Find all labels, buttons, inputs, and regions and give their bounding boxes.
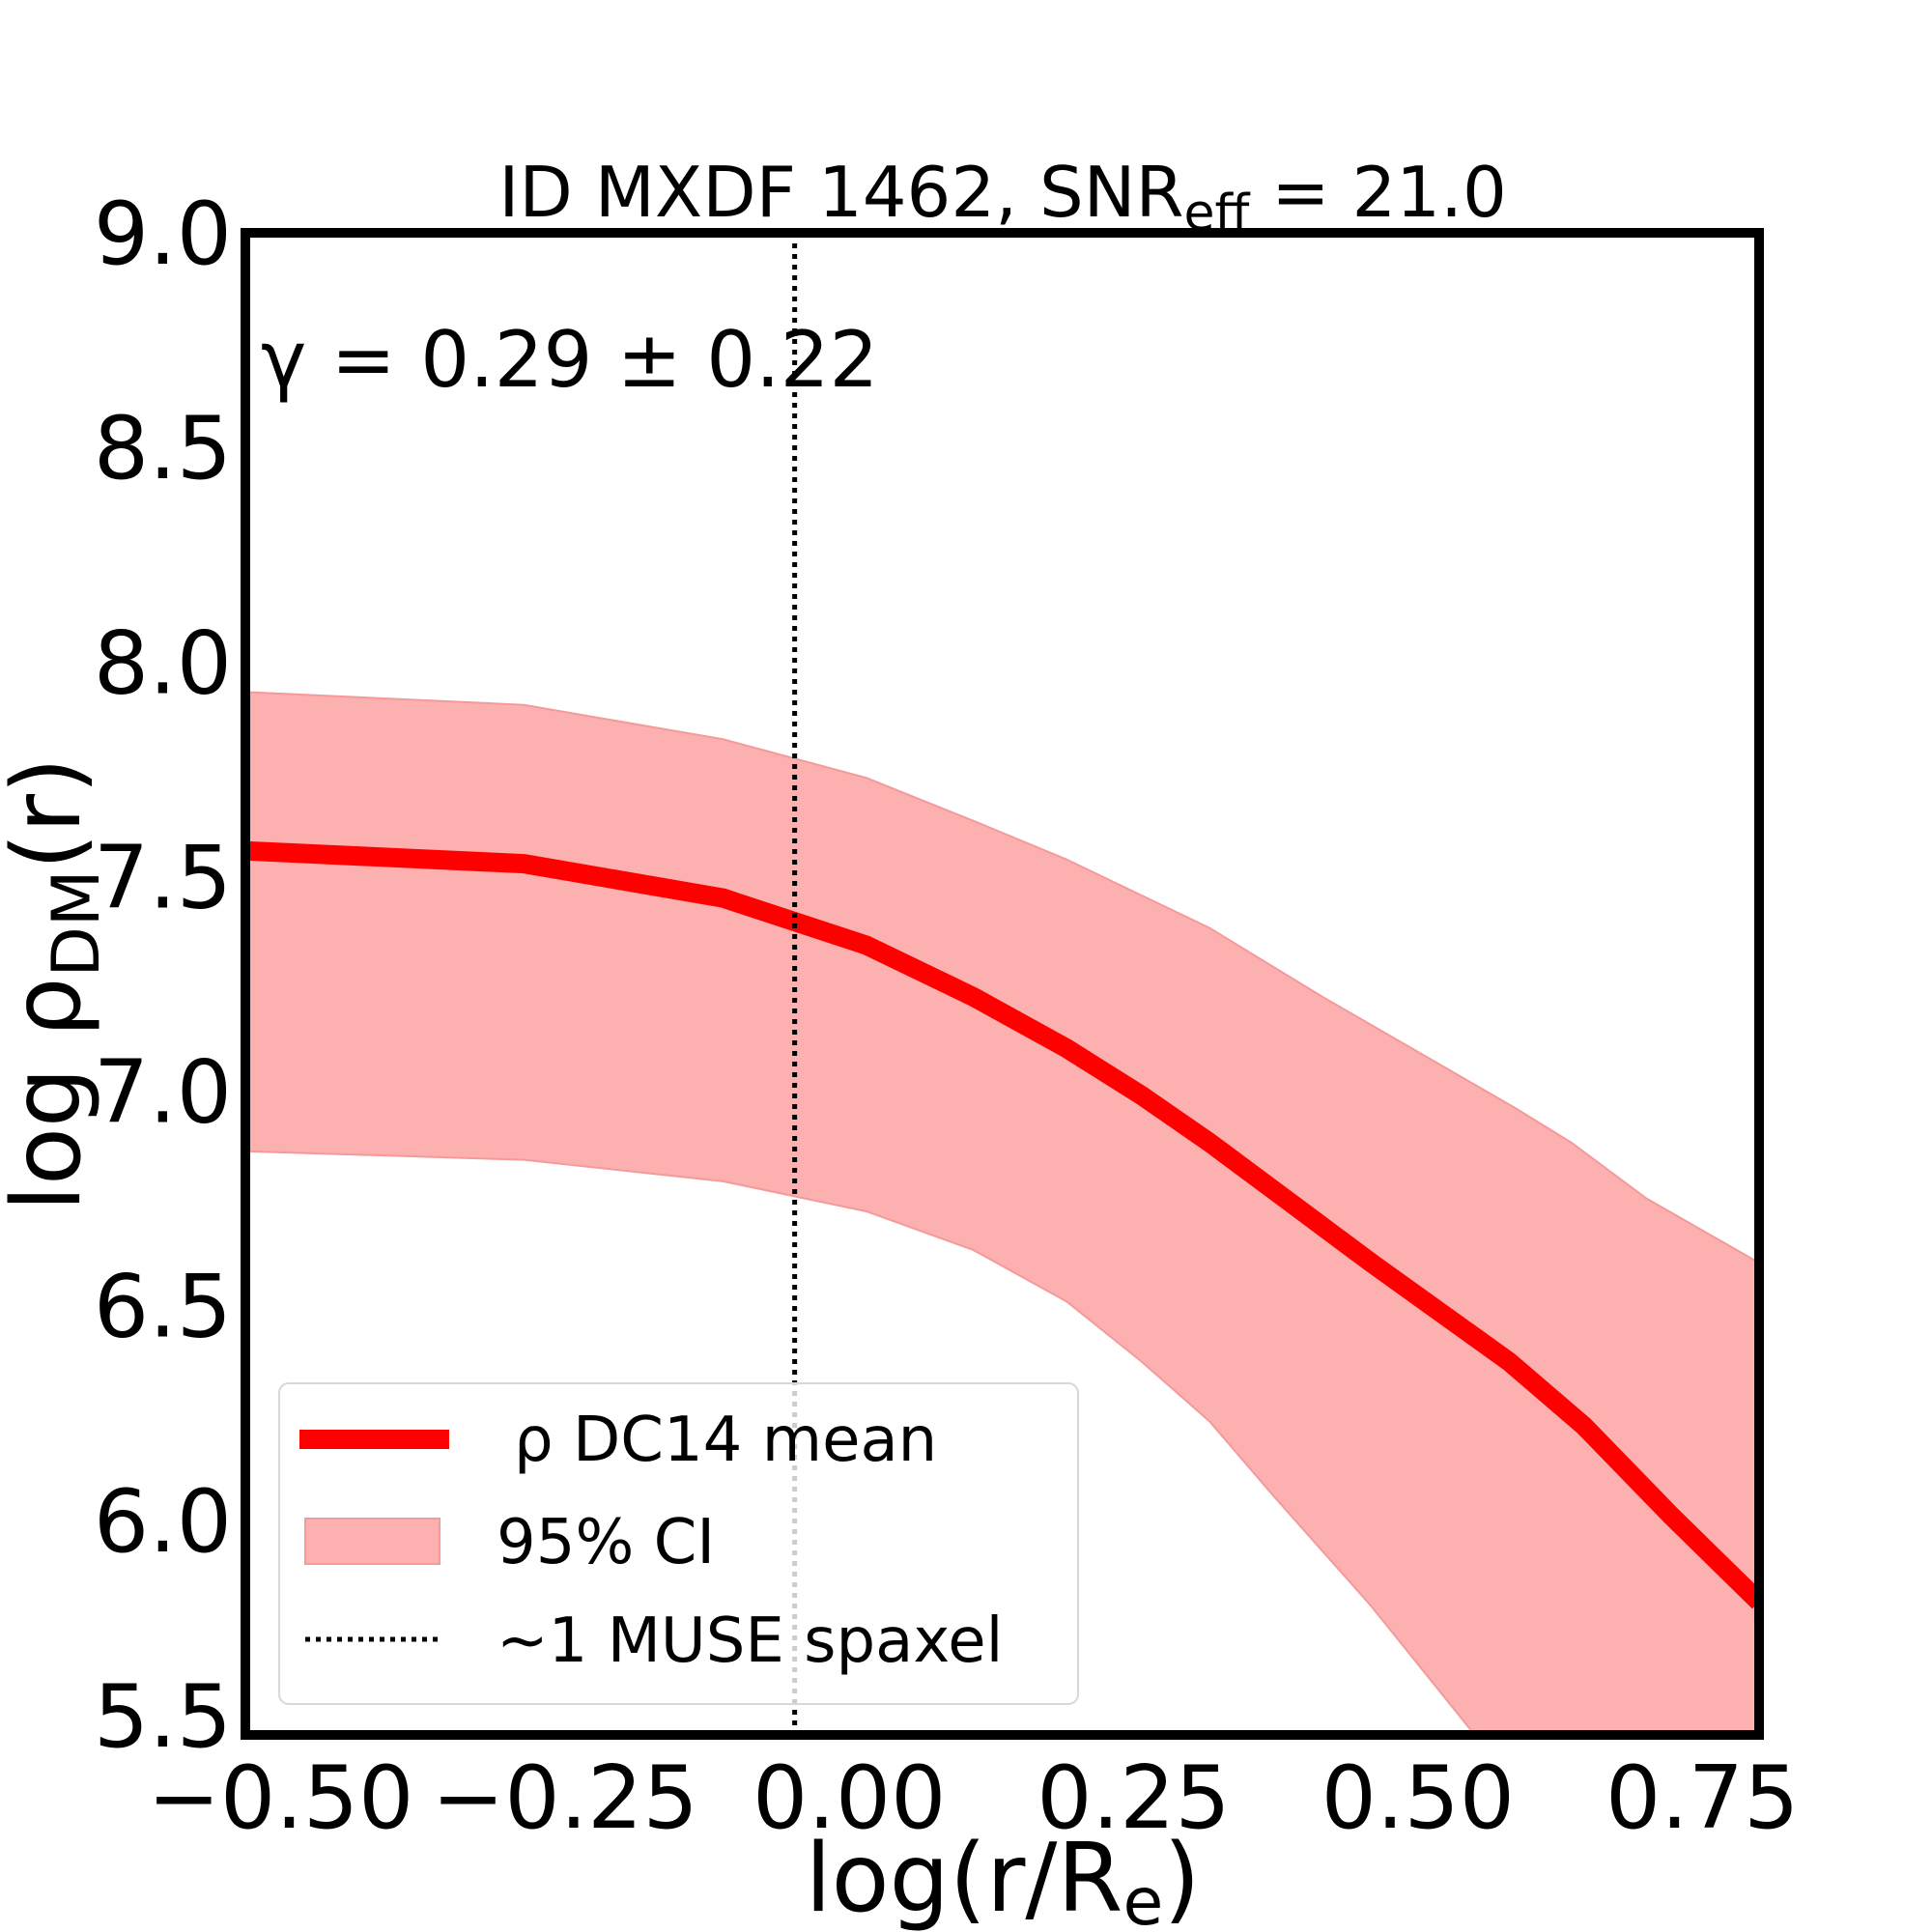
- y-tick-label: 7.0: [94, 1042, 232, 1144]
- y-axis-label: log ρDM(r): [0, 757, 115, 1212]
- x-tick-label: −0.25: [432, 1747, 698, 1849]
- legend-ci-swatch: [304, 1518, 440, 1565]
- ci-band: [245, 691, 1759, 1735]
- x-tick-label: 0.00: [753, 1747, 946, 1849]
- x-tick-label: 0.25: [1037, 1747, 1230, 1849]
- y-tick-label: 6.5: [94, 1257, 232, 1358]
- y-tick-label: 7.5: [94, 827, 232, 928]
- x-axis-label: log(r/Re): [805, 1824, 1200, 1932]
- x-tick-label: 0.50: [1321, 1747, 1515, 1849]
- y-tick-label: 8.5: [94, 398, 232, 499]
- gamma-annotation: γ = 0.29 ± 0.22: [261, 315, 878, 405]
- y-tick-label: 5.5: [94, 1666, 232, 1768]
- legend: ρ DC14 mean 95% CI ~1 MUSE spaxel: [278, 1382, 1079, 1705]
- mean-line: [245, 840, 1759, 1609]
- legend-frame: [278, 1382, 1079, 1705]
- legend-spaxel-label: ~1 MUSE spaxel: [497, 1605, 1003, 1677]
- legend-mean-label: ρ DC14 mean: [514, 1405, 937, 1476]
- y-tick-label: 9.0: [94, 184, 232, 285]
- x-tick-label: 0.75: [1605, 1747, 1799, 1849]
- chart-title: ID MXDF 1462, SNReff = 21.0: [498, 152, 1507, 242]
- plot-area: [245, 233, 1759, 1735]
- axes-frame: [241, 228, 1764, 1740]
- y-tick-label: 8.0: [94, 612, 232, 714]
- y-tick-label: 6.0: [94, 1471, 232, 1573]
- legend-ci-label: 95% CI: [497, 1507, 715, 1578]
- x-tick-label: −0.50: [148, 1747, 414, 1849]
